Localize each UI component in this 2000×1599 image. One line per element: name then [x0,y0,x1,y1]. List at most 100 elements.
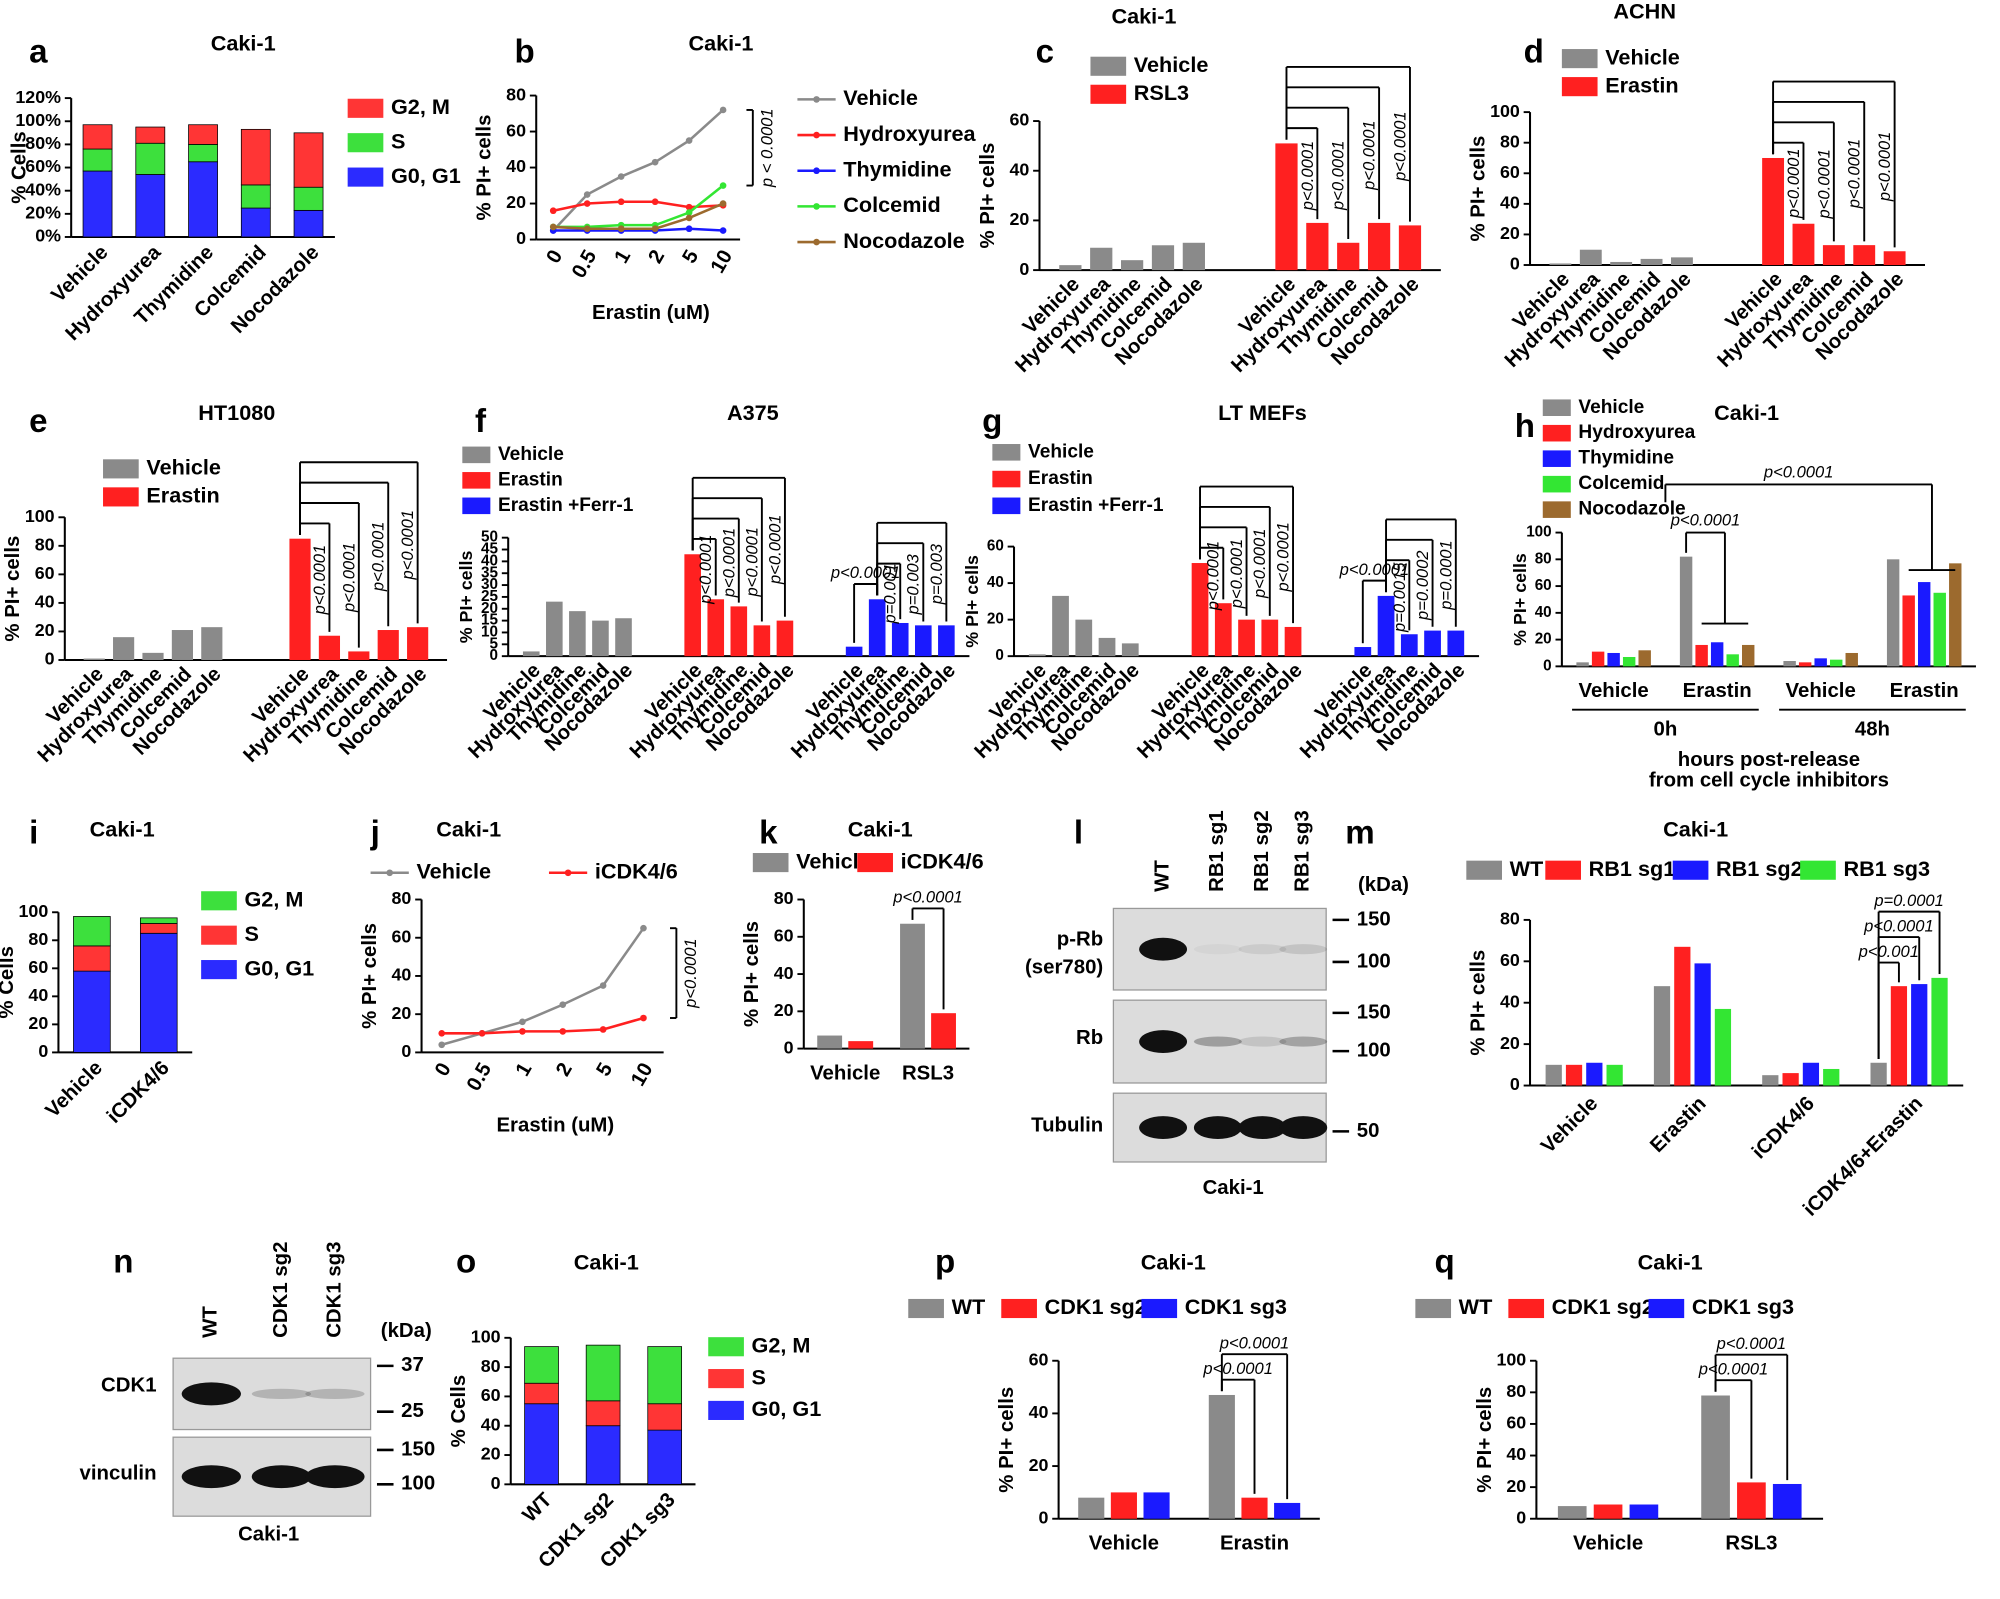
chart-title: Caki-1 [1141,1250,1206,1275]
point [617,225,625,233]
legend-swatch [1090,84,1127,104]
bar [1151,245,1175,271]
p-value: p<0.0001 [1329,141,1348,211]
bar-segment [139,923,178,934]
legend-swatch [857,853,893,873]
chart-title: Caki-1 [1111,4,1176,29]
x-tick-label: 0 [543,246,568,267]
bar [1772,1483,1802,1519]
bar [1823,1068,1840,1086]
p-value: p<0.0001 [1219,1333,1289,1352]
chart-title: Caki-1 [688,30,753,55]
panel-letter: m [1345,814,1374,851]
bar-segment [524,1382,559,1405]
bar [1890,986,1908,1086]
bar [1792,223,1815,266]
y-tick-label: 80 [35,535,55,555]
y-tick-label: 20 [987,611,1004,628]
legend-label: RB1 sg3 [1843,856,1930,881]
y-tick-label: 80 [1506,1381,1526,1401]
y-tick-label: 80 [28,929,48,949]
x-tick-label: WT [519,1488,557,1526]
bar [1714,1008,1732,1086]
bar [1762,157,1785,266]
y-tick-label: 40 [506,156,526,176]
bar [1640,258,1663,266]
p-value: p<0.0001 [1274,522,1293,592]
y-tick-label: 100 [1526,524,1551,541]
y-tick-label: 60 [1500,162,1520,182]
bar [1090,247,1113,271]
x-tick-label: Erastin [1646,1093,1710,1157]
p-value: p<0.0001 [1716,1334,1786,1353]
p-value: p<0.0001 [892,888,962,907]
legend-label: Hydroxyurea [843,121,976,146]
legend-swatch [813,203,820,210]
legend-swatch [992,497,1021,515]
point [478,1029,486,1037]
blot-band [181,1465,241,1489]
bar-segment [524,1346,559,1384]
lane-label: RB1 sg3 [1292,810,1314,892]
chart-title: ACHN [1613,0,1676,23]
y-axis-title: % Cells [9,131,31,203]
point [617,173,625,180]
p-value: p<0.0001 [1204,541,1223,611]
row-label: p-Rb [1057,929,1103,951]
bar [868,599,886,657]
y-tick-label: 0 [1510,254,1520,274]
p-value: p<0.0001 [719,528,738,598]
bar-segment [82,124,113,150]
y-tick-label: 80 [392,888,412,908]
y-tick-label: 80 [1500,131,1520,151]
p-value: p<0.0001 [1202,1359,1272,1378]
legend-swatch [1561,77,1598,97]
bar-segment [139,932,178,1053]
y-tick-label: 40 [1029,1402,1049,1422]
legend-label: WT [952,1294,986,1319]
blot-caption: Caki-1 [238,1524,299,1546]
point [599,1026,607,1033]
bar [1337,242,1360,271]
y-tick-label: 0 [490,647,499,664]
y-axis-title: % Cells [0,946,18,1018]
x-tick-label: Vehicle [1786,680,1856,702]
x-tick-label: 2 [552,1059,577,1080]
p-value: p<0.0001 [1298,141,1317,211]
legend-label: Vehicle [1578,397,1644,418]
chart-title: Caki-1 [1663,816,1728,841]
series-line [553,184,724,229]
bar [1182,242,1205,271]
x-tick-label: Vehicle [810,1062,880,1084]
y-tick-label: 20 [35,620,55,640]
y-tick-label: 40 [1500,193,1520,213]
bar [1424,630,1441,657]
y-tick-label: 20 [1029,1455,1049,1475]
legend-label: G2, M [244,887,303,912]
bar [1275,143,1298,271]
marker-label: 37 [401,1354,424,1376]
p-value: p=0.0002 [1413,550,1432,620]
blot-caption: Caki-1 [1203,1177,1264,1199]
bar [1208,1394,1235,1519]
bar [171,630,194,660]
legend-swatch [347,167,384,187]
p-value: p<0.0001 [1390,111,1409,181]
x-tick-label: Vehicle [42,1057,107,1122]
bar-segment [188,161,218,238]
bar [753,625,771,657]
bar [377,630,399,660]
marker-label: 150 [401,1438,435,1460]
bar [201,627,223,660]
chart-title: LT MEFs [1218,400,1307,425]
blot-band [305,1465,365,1489]
bar [1098,637,1116,657]
blot-band [1193,1116,1242,1140]
p-value: p<0.0001 [742,527,761,597]
legend-swatch [1542,475,1571,493]
legend-swatch [1800,860,1836,880]
bar [1576,662,1589,667]
bar [1902,595,1915,667]
x-tick-label: Vehicle [1573,1533,1643,1555]
bar [1354,647,1372,657]
